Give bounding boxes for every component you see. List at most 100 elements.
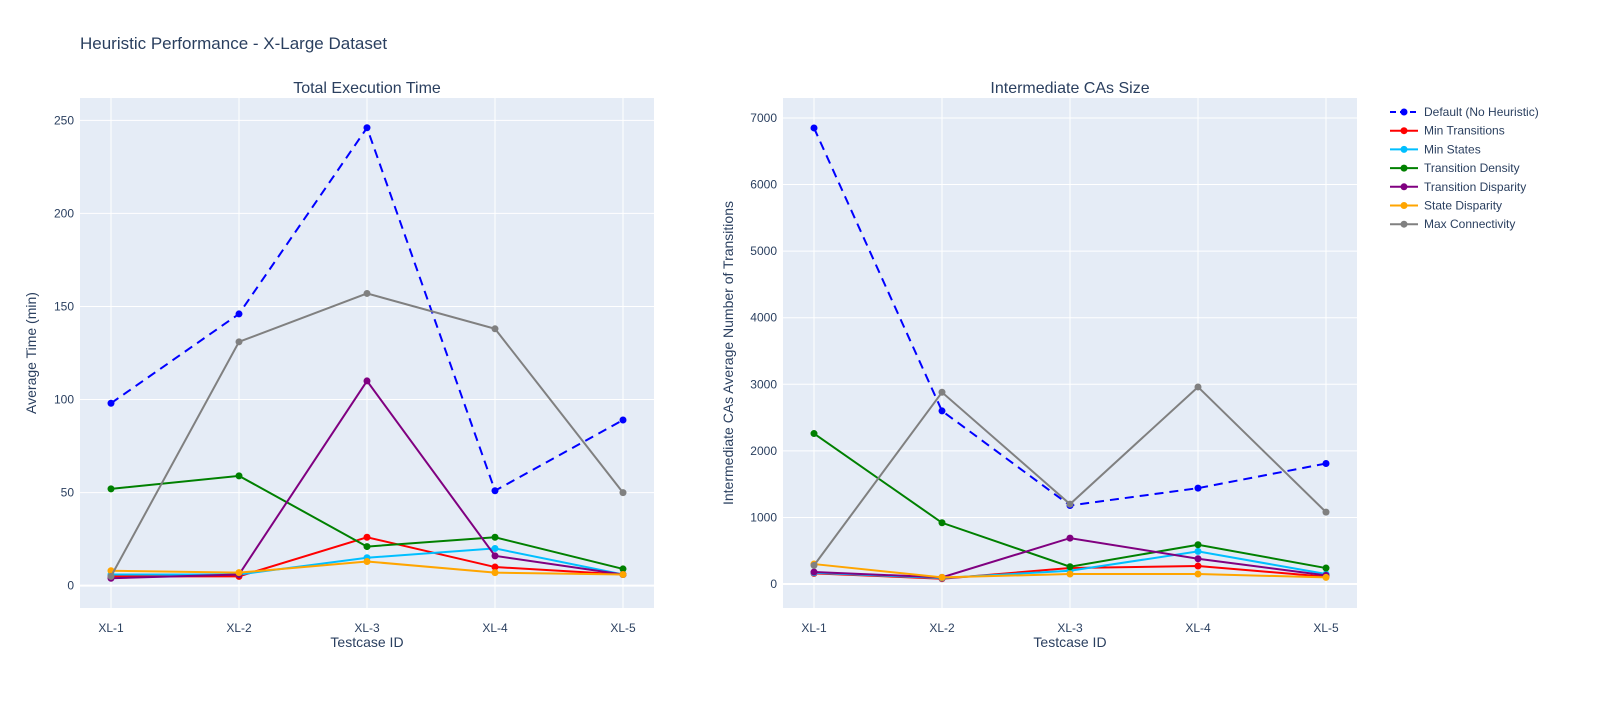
- chart-panel-1: 0 50 100 150 200 250 XL-1 XL-2 XL-3 XL-4 XL-5 Total…: [23, 80, 654, 650]
- data-point[interactable]: [1322, 508, 1330, 516]
- legend-marker: [1400, 183, 1408, 191]
- legend-marker: [1400, 127, 1408, 135]
- data-point[interactable]: [363, 124, 371, 132]
- data-point[interactable]: [363, 533, 371, 541]
- legend-marker: [1400, 164, 1408, 172]
- figure-title: Heuristic Performance - X-Large Dataset: [80, 34, 387, 53]
- legend[interactable]: Default (No Heuristic) Min Transitions Min…: [1390, 105, 1539, 231]
- x-tick-label: XL-3: [354, 621, 380, 635]
- data-point[interactable]: [810, 124, 818, 132]
- data-point[interactable]: [1066, 570, 1074, 578]
- data-point[interactable]: [491, 544, 499, 552]
- data-point[interactable]: [810, 568, 818, 576]
- data-point[interactable]: [491, 552, 499, 560]
- legend-item[interactable]: Transition Density: [1390, 161, 1520, 175]
- data-point[interactable]: [938, 519, 946, 527]
- y-tick-label: 0: [770, 577, 777, 591]
- data-point[interactable]: [1066, 534, 1074, 542]
- data-point[interactable]: [235, 310, 243, 318]
- data-point[interactable]: [619, 570, 627, 578]
- data-point[interactable]: [491, 569, 499, 577]
- data-point[interactable]: [1194, 562, 1202, 570]
- data-point[interactable]: [938, 388, 946, 396]
- y-tick-label: 250: [54, 113, 74, 127]
- data-point[interactable]: [619, 565, 627, 573]
- data-point[interactable]: [1066, 500, 1074, 508]
- data-point[interactable]: [619, 416, 627, 424]
- data-point[interactable]: [1322, 564, 1330, 572]
- y-tick-label: 0: [67, 579, 74, 593]
- data-point[interactable]: [107, 572, 115, 580]
- data-point[interactable]: [1322, 573, 1330, 581]
- y-tick-label: 7000: [750, 111, 777, 125]
- x-tick-label: XL-4: [482, 621, 508, 635]
- x-tick-label: XL-2: [226, 621, 252, 635]
- data-point[interactable]: [491, 487, 499, 495]
- data-point[interactable]: [363, 543, 371, 551]
- legend-item[interactable]: Default (No Heuristic): [1390, 105, 1539, 119]
- data-point[interactable]: [938, 407, 946, 415]
- subplot-title: Total Execution Time: [293, 80, 441, 97]
- y-tick-label: 200: [54, 206, 74, 220]
- data-point[interactable]: [1194, 570, 1202, 578]
- data-point[interactable]: [107, 399, 115, 407]
- legend-label: State Disparity: [1424, 199, 1502, 213]
- y-tick-label: 100: [54, 393, 74, 407]
- y-tick-label: 5000: [750, 244, 777, 258]
- x-tick-label: XL-3: [1057, 621, 1083, 635]
- y-tick-label: 4000: [750, 311, 777, 325]
- legend-label: Transition Density: [1424, 161, 1520, 175]
- x-axis-label: Testcase ID: [1033, 634, 1106, 650]
- x-axis-label: Testcase ID: [330, 634, 403, 650]
- data-point[interactable]: [363, 557, 371, 565]
- legend-label: Default (No Heuristic): [1424, 105, 1539, 119]
- y-axis-label: Intermediate CAs Average Number of Trans…: [720, 201, 736, 505]
- data-point[interactable]: [107, 485, 115, 493]
- data-point[interactable]: [1194, 484, 1202, 492]
- legend-item[interactable]: Transition Disparity: [1390, 180, 1526, 194]
- legend-marker: [1400, 202, 1408, 209]
- y-tick-label: 1000: [750, 510, 777, 524]
- legend-label: Max Connectivity: [1424, 217, 1515, 231]
- data-point[interactable]: [491, 563, 499, 571]
- x-tick-label: XL-2: [929, 621, 955, 635]
- data-point[interactable]: [1194, 555, 1202, 563]
- legend-marker: [1400, 108, 1408, 116]
- legend-label: Transition Disparity: [1424, 180, 1526, 194]
- legend-item[interactable]: Min States: [1390, 142, 1481, 156]
- data-point[interactable]: [1322, 460, 1330, 468]
- y-tick-label: 3000: [750, 377, 777, 391]
- data-point[interactable]: [810, 430, 818, 438]
- x-tick-label: XL-5: [610, 621, 636, 635]
- legend-item[interactable]: Min Transitions: [1390, 124, 1505, 138]
- x-tick-label: XL-5: [1313, 621, 1339, 635]
- legend-marker: [1400, 220, 1408, 228]
- y-tick-label: 6000: [750, 178, 777, 192]
- legend-item[interactable]: Max Connectivity: [1390, 217, 1515, 231]
- data-point[interactable]: [363, 377, 371, 385]
- data-point[interactable]: [1194, 541, 1202, 549]
- y-axis-label: Average Time (min): [23, 292, 39, 414]
- data-point[interactable]: [810, 561, 818, 569]
- data-point[interactable]: [363, 289, 371, 297]
- data-point[interactable]: [491, 533, 499, 541]
- data-point[interactable]: [1066, 563, 1074, 571]
- x-tick-label: XL-1: [801, 621, 827, 635]
- data-point[interactable]: [938, 573, 946, 581]
- legend-marker: [1400, 145, 1408, 153]
- chart-panel-2: 0 1000 2000 3000 4000 5000 6000 7000 XL-1 XL-2 XL-…: [720, 80, 1357, 650]
- data-point[interactable]: [491, 325, 499, 333]
- data-point[interactable]: [235, 569, 243, 577]
- y-tick-label: 150: [54, 299, 74, 313]
- data-point[interactable]: [1194, 547, 1202, 555]
- legend-item[interactable]: State Disparity: [1390, 199, 1502, 213]
- data-point[interactable]: [235, 472, 243, 480]
- y-tick-label: 50: [61, 486, 75, 500]
- x-tick-label: XL-1: [98, 621, 124, 635]
- legend-label: Min States: [1424, 142, 1481, 156]
- data-point[interactable]: [1194, 383, 1202, 391]
- data-point[interactable]: [235, 338, 243, 346]
- legend-label: Min Transitions: [1424, 124, 1505, 138]
- data-point[interactable]: [619, 489, 627, 497]
